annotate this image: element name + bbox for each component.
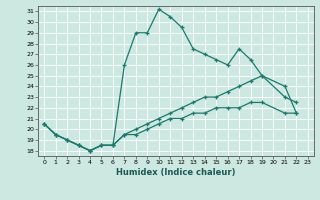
X-axis label: Humidex (Indice chaleur): Humidex (Indice chaleur)	[116, 168, 236, 177]
